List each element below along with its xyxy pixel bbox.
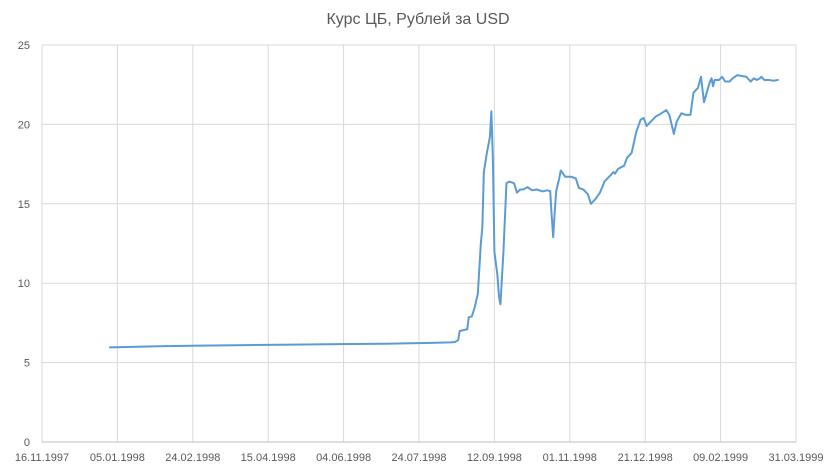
horizontal-gridlines [42,44,796,364]
series-line-usd-rate [108,74,779,349]
y-tick-label: 0 [24,437,30,449]
y-tick-label: 25 [18,40,30,52]
series-group [108,74,779,349]
y-tick-label: 15 [18,199,30,211]
vertical-gridlines [41,45,797,442]
y-axis-tick-labels: 0 5 10 15 20 25 [18,40,30,449]
x-tick-label: 01.11.1998 [543,452,597,464]
x-tick-label: 24.07.1998 [391,452,446,464]
x-tick-label: 12.09.1998 [467,452,522,464]
x-tick-label: 04.06.1998 [316,452,371,464]
x-tick-label: 05.01.1998 [90,452,145,464]
x-tick-label: 31.03.1999 [768,452,823,464]
x-tick-label: 15.04.1998 [241,452,296,464]
x-axis-tick-labels: 16.11.1997 05.01.1998 24.02.1998 15.04.1998… [15,452,824,464]
y-tick-label: 20 [18,119,30,131]
chart-title: Курс ЦБ, Рублей за USD [326,11,509,28]
y-tick-label: 10 [18,278,30,290]
y-tick-label: 5 [24,358,30,370]
x-tick-label: 16.11.1997 [15,452,69,464]
x-tick-label: 21.12.1998 [618,452,673,464]
x-tick-label: 24.02.1998 [165,452,220,464]
x-tick-label: 09.02.1999 [693,452,748,464]
